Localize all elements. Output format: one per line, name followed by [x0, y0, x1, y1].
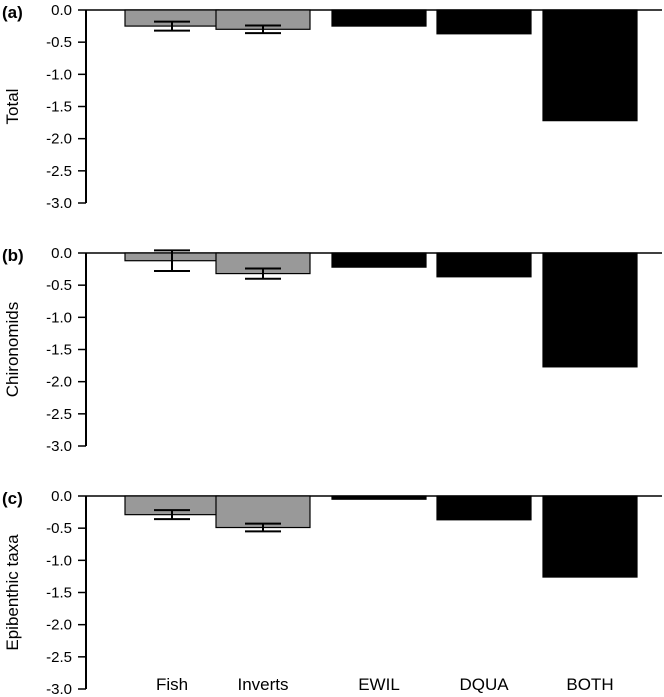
bar-ewil: [331, 252, 427, 268]
x-category-label: Fish: [156, 675, 188, 694]
bar-both: [542, 9, 638, 122]
y-axis-label: Epibenthic taxa: [3, 534, 22, 651]
y-tick-label: -1.5: [46, 585, 72, 602]
y-tick-label: -0.5: [46, 34, 72, 51]
y-tick-label: -1.5: [46, 342, 72, 359]
y-tick-label: -1.0: [46, 309, 72, 326]
bar-both: [542, 252, 638, 368]
y-tick-label: -1.5: [46, 99, 72, 116]
panel-2: (b) Chironomids 0.0 -0.5 -1.0 -1.5 -2.0 -2.5 -3.…: [2, 245, 662, 455]
y-tick-label: -2.5: [46, 649, 72, 666]
panel-label: (c): [2, 489, 23, 508]
y-axis-label: Chironomids: [3, 302, 22, 397]
bar-dqua: [436, 9, 532, 35]
y-tick-label: -3.0: [46, 195, 72, 212]
bar-both: [542, 495, 638, 578]
y-tick-label: -3.0: [46, 681, 72, 697]
x-category-label: BOTH: [566, 675, 613, 694]
bar-ewil: [331, 9, 427, 27]
y-tick-label: -0.5: [46, 520, 72, 537]
panel-3: (c) Epibenthic taxa 0.0 -0.5 -1.0 -1.5 -2.0 -2.…: [2, 488, 662, 697]
y-tick-label: -2.0: [46, 617, 72, 634]
y-tick-label: 0.0: [51, 2, 72, 19]
y-tick-label: -3.0: [46, 438, 72, 455]
bar-dqua: [436, 495, 532, 521]
y-axis-label: Total: [3, 89, 22, 125]
y-tick-label: -2.5: [46, 406, 72, 423]
y-tick-label: 0.0: [51, 488, 72, 505]
panel-label: (a): [2, 3, 23, 22]
bar-ewil: [331, 495, 427, 500]
x-category-label: Inverts: [237, 675, 288, 694]
y-tick-label: -2.0: [46, 374, 72, 391]
x-category-label: EWIL: [358, 675, 400, 694]
panel-label: (b): [2, 246, 24, 265]
y-tick-label: -1.0: [46, 66, 72, 83]
y-tick-label: 0.0: [51, 245, 72, 262]
y-tick-label: -1.0: [46, 552, 72, 569]
bar-dqua: [436, 252, 532, 278]
y-tick-label: -2.5: [46, 163, 72, 180]
y-tick-label: -0.5: [46, 277, 72, 294]
y-tick-label: -2.0: [46, 131, 72, 148]
x-category-label: DQUA: [459, 675, 509, 694]
panel-1: (a) Total 0.0 -0.5 -1.0 -1.5 -2.0 -2.5 -3.0: [2, 2, 662, 212]
